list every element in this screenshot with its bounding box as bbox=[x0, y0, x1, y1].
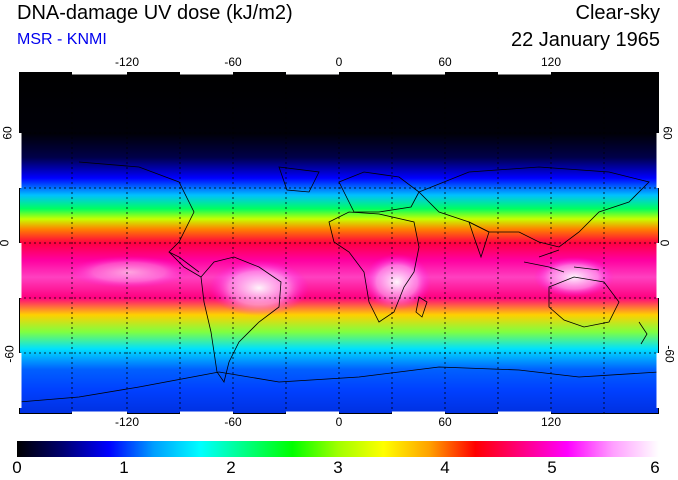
coast-indonesia bbox=[523, 249, 600, 273]
colorbar-tick: 6 bbox=[650, 458, 660, 477]
colorbar-tick: 4 bbox=[440, 458, 450, 477]
lat-tick-right: 60 bbox=[660, 126, 675, 140]
lon-tick-bottom: 0 bbox=[335, 415, 343, 429]
colorbar-tick: 5 bbox=[547, 458, 557, 477]
date-label: 22 January 1965 bbox=[510, 29, 660, 51]
lon-tick-bottom: 60 bbox=[438, 415, 452, 429]
hotspot-southern-africa bbox=[363, 254, 431, 310]
colorbar-tick: 0 bbox=[12, 458, 22, 477]
lon-tick-bottom: 120 bbox=[540, 415, 562, 429]
coast-central-america bbox=[168, 251, 202, 278]
lat-tick-left: 0 bbox=[0, 240, 11, 247]
coast-madagascar bbox=[415, 296, 428, 318]
lon-tick-top: -60 bbox=[224, 55, 242, 69]
lat-tick-right: 0 bbox=[657, 239, 672, 247]
lat-tick-left: -60 bbox=[2, 345, 17, 363]
coastlines bbox=[19, 161, 659, 403]
coast-africa bbox=[328, 211, 420, 323]
colorbar-tick: 3 bbox=[333, 458, 343, 477]
hotspot-south-america bbox=[209, 260, 309, 316]
uv-dose-map bbox=[19, 72, 659, 414]
coast-india bbox=[468, 221, 490, 259]
colorbar-tick: 1 bbox=[119, 458, 129, 477]
lon-tick-top: 0 bbox=[335, 55, 343, 69]
coast-antarctica bbox=[19, 366, 659, 403]
sky-condition-label: Clear-sky bbox=[575, 2, 660, 24]
lon-tick-top: -120 bbox=[114, 55, 140, 69]
coast-north-america bbox=[78, 161, 200, 273]
lon-tick-top: 120 bbox=[540, 55, 562, 69]
lat-tick-left: 60 bbox=[0, 126, 15, 140]
frame-tick-segments bbox=[19, 72, 659, 414]
coast-greenland bbox=[278, 166, 320, 193]
colorbar bbox=[17, 441, 659, 457]
lon-tick-bottom: -120 bbox=[114, 415, 140, 429]
graticule bbox=[19, 72, 659, 414]
hotspot-pacific bbox=[69, 256, 189, 288]
source-label: MSR - KNMI bbox=[17, 31, 107, 48]
lon-tick-bottom: -60 bbox=[224, 415, 242, 429]
colorbar-tick: 2 bbox=[226, 458, 236, 477]
colorbar-gradient bbox=[17, 441, 659, 457]
lon-tick-top: 60 bbox=[438, 55, 452, 69]
coast-australia bbox=[548, 276, 620, 328]
map-title: DNA-damage UV dose (kJ/m2) bbox=[17, 2, 293, 24]
coast-south-america bbox=[200, 256, 282, 383]
coast-europe bbox=[338, 171, 420, 213]
coast-new-zealand bbox=[638, 321, 648, 345]
lat-tick-right: -60 bbox=[662, 345, 677, 363]
